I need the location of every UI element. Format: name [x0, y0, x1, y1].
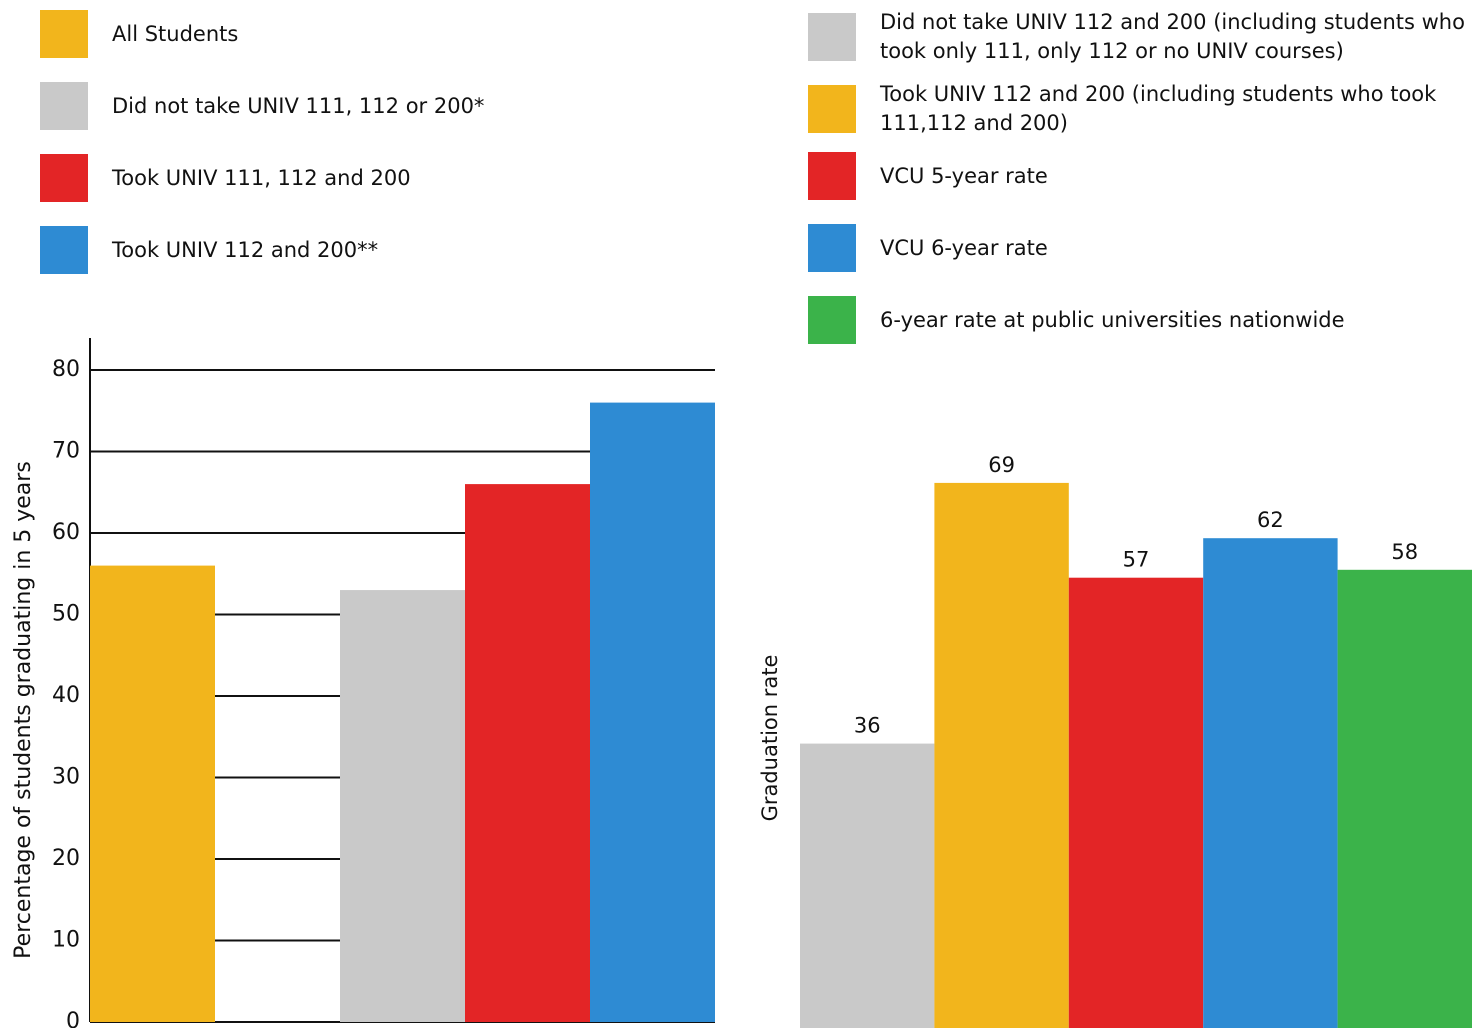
- bar: [340, 590, 465, 1022]
- legend-swatch: [808, 224, 856, 272]
- legend-label: Took UNIV 112 and 200 (including student…: [880, 80, 1480, 138]
- legend-item: Did not take UNIV 112 and 200 (including…: [808, 8, 1480, 66]
- legend-item: VCU 6-year rate: [808, 224, 1480, 272]
- y-axis-label: Percentage of students graduating in 5 y…: [11, 461, 36, 959]
- bar: [590, 403, 715, 1022]
- legend-item: Took UNIV 112 and 200**: [40, 226, 712, 274]
- legend-label: VCU 6-year rate: [880, 234, 1480, 263]
- bar: [1338, 570, 1472, 1028]
- legend-swatch: [40, 226, 88, 274]
- bar: [800, 744, 934, 1028]
- legend-label: Did not take UNIV 112 and 200 (including…: [880, 8, 1480, 66]
- legend-item: Took UNIV 112 and 200 (including student…: [808, 80, 1480, 138]
- bar: [934, 483, 1068, 1028]
- legend-item: 6-year rate at public universities natio…: [808, 296, 1480, 344]
- bar: [1203, 538, 1337, 1028]
- legend-item: Took UNIV 111, 112 and 200: [40, 154, 712, 202]
- page: 0 10 20 30 40 50 60 70 80 Percentage of students …: [0, 0, 1480, 1028]
- y-tick-label: 40: [52, 683, 80, 708]
- y-tick-label: 20: [52, 846, 80, 871]
- bar: [90, 566, 215, 1022]
- legend-label: VCU 5-year rate: [880, 162, 1480, 191]
- bar: [1069, 578, 1203, 1028]
- bar: [465, 484, 590, 1022]
- legend-swatch: [808, 13, 856, 61]
- y-tick-label: 30: [52, 765, 80, 790]
- y-tick-label: 10: [52, 928, 80, 953]
- legend-label: 6-year rate at public universities natio…: [880, 306, 1480, 335]
- legend-swatch: [40, 82, 88, 130]
- data-label: 69: [988, 453, 1015, 477]
- y-axis-label: Graduation rate: [758, 655, 782, 822]
- legend-label: Took UNIV 111, 112 and 200: [112, 164, 712, 193]
- legend-swatch: [40, 10, 88, 58]
- legend-swatch: [40, 154, 88, 202]
- legend-label: Took UNIV 112 and 200**: [112, 236, 712, 265]
- y-tick-label: 50: [52, 602, 80, 627]
- legend-label: Did not take UNIV 111, 112 or 200*: [112, 92, 712, 121]
- y-tick-label: 60: [52, 520, 80, 545]
- data-label: 58: [1391, 540, 1418, 564]
- legend-item: Did not take UNIV 111, 112 or 200*: [40, 82, 712, 130]
- data-label: 57: [1123, 548, 1150, 572]
- y-tick-label: 80: [52, 357, 80, 382]
- legend-item: All Students: [40, 10, 712, 58]
- data-label: 36: [854, 714, 881, 738]
- legend-swatch: [808, 85, 856, 133]
- legend-item: VCU 5-year rate: [808, 152, 1480, 200]
- data-label: 62: [1257, 508, 1284, 532]
- y-tick-label: 70: [52, 439, 80, 464]
- legend-label: All Students: [112, 20, 712, 49]
- y-tick-label: 0: [66, 1009, 80, 1028]
- legend-swatch: [808, 152, 856, 200]
- legend-swatch: [808, 296, 856, 344]
